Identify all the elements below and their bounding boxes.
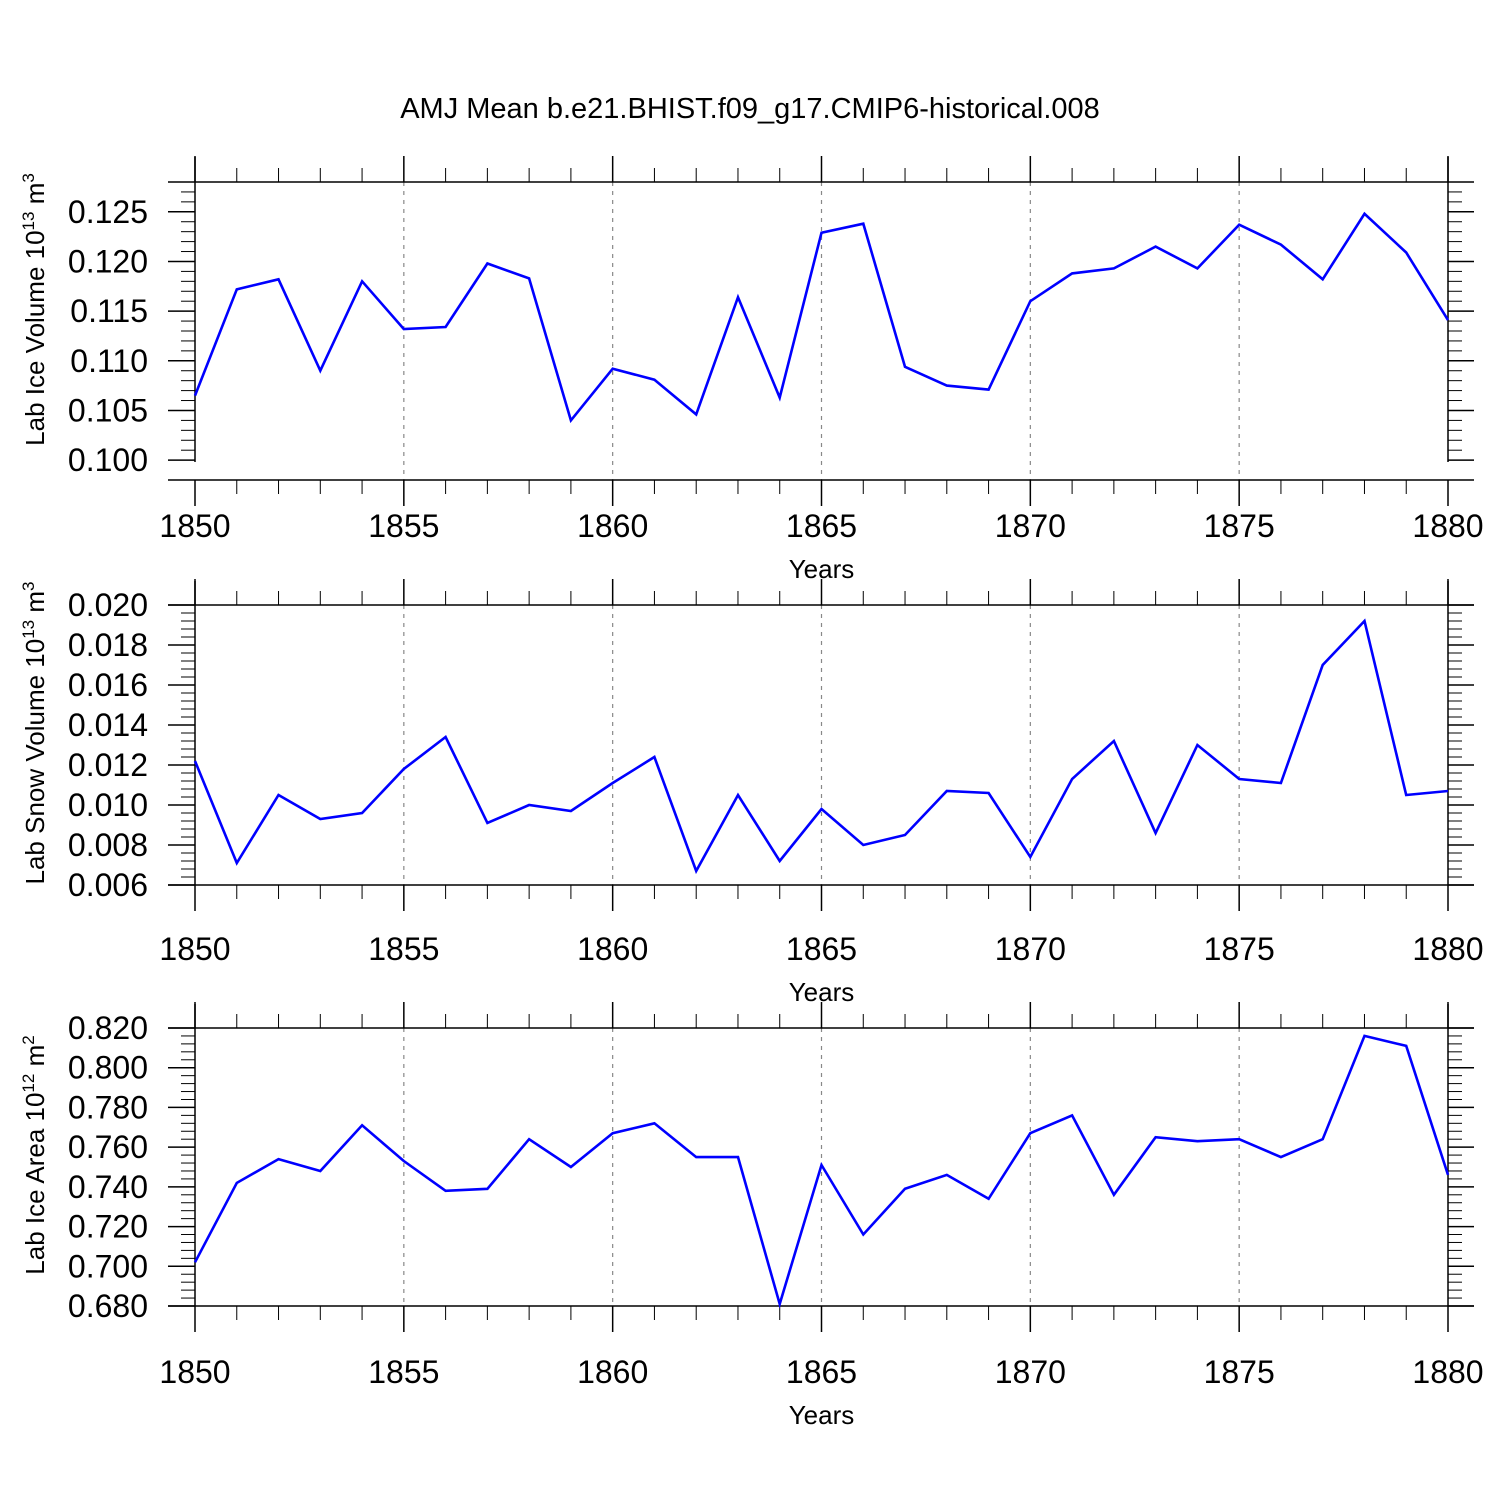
y-axis-label-unit-exponent: 3 bbox=[19, 173, 38, 182]
y-axis-label-main: Lab Ice Volume 10 bbox=[20, 230, 50, 445]
x-tick-label: 1875 bbox=[1204, 508, 1275, 544]
y-tick-label: 0.700 bbox=[68, 1248, 148, 1284]
chart-panel-2: 0.006 0.008 0.010 0.012 0.014 0.016 0.018 0.020… bbox=[19, 579, 1484, 1007]
x-tick-label: 1860 bbox=[577, 1354, 648, 1390]
series-line bbox=[193, 1034, 1450, 1309]
x-tick-label: 1865 bbox=[786, 931, 857, 967]
y-axis-label-main: Lab Snow Volume 10 bbox=[20, 639, 50, 885]
y-tick-label: 0.105 bbox=[68, 392, 148, 428]
y-axis-label-exponent: 13 bbox=[19, 620, 38, 639]
x-tick-label: 1870 bbox=[995, 1354, 1066, 1390]
y-tick-label: 0.100 bbox=[68, 442, 148, 478]
x-tick-label: 1870 bbox=[995, 508, 1066, 544]
y-tick-label: 0.680 bbox=[68, 1288, 148, 1324]
x-tick-label: 1850 bbox=[159, 508, 230, 544]
y-tick-label: 0.800 bbox=[68, 1050, 148, 1086]
y-tick-label: 0.018 bbox=[68, 627, 148, 663]
x-tick-label: 1875 bbox=[1204, 931, 1275, 967]
chart-panel-1: 0.100 0.105 0.110 0.115 0.120 0.125 1850 1855 18… bbox=[19, 156, 1484, 584]
y-tick-label: 0.110 bbox=[70, 343, 148, 379]
figure-title: AMJ Mean b.e21.BHIST.f09_g17.CMIP6-histo… bbox=[400, 93, 1100, 125]
x-tick-label: 1880 bbox=[1412, 931, 1483, 967]
x-tick-label: 1855 bbox=[368, 931, 439, 967]
y-axis-label-exponent: 13 bbox=[19, 212, 38, 231]
x-tick-label: 1870 bbox=[995, 931, 1066, 967]
x-tick-label: 1855 bbox=[368, 1354, 439, 1390]
x-tick-label: 1855 bbox=[368, 508, 439, 544]
y-axis-label: Lab Ice Volume 1013 m3 bbox=[19, 173, 50, 446]
y-tick-label: 0.820 bbox=[68, 1010, 148, 1046]
series-line bbox=[193, 618, 1449, 875]
y-axis-label-unit-exponent: 3 bbox=[19, 581, 38, 590]
series-line bbox=[193, 211, 1450, 424]
y-tick-label: 0.760 bbox=[68, 1129, 148, 1165]
x-tick-label: 1865 bbox=[786, 1354, 857, 1390]
y-tick-label: 0.006 bbox=[68, 867, 148, 903]
y-tick-label: 0.012 bbox=[68, 747, 148, 783]
y-axis-label-unit: m bbox=[20, 1045, 50, 1074]
x-tick-label: 1850 bbox=[159, 931, 230, 967]
y-tick-label: 0.740 bbox=[68, 1169, 148, 1205]
panels: 0.100 0.105 0.110 0.115 0.120 0.125 1850 1855 18… bbox=[19, 156, 1484, 1430]
x-tick-label: 1880 bbox=[1412, 1354, 1483, 1390]
x-tick-label: 1880 bbox=[1412, 508, 1483, 544]
x-axis-label: Years bbox=[789, 1400, 855, 1430]
y-tick-label: 0.020 bbox=[68, 587, 148, 623]
x-tick-label: 1865 bbox=[786, 508, 857, 544]
y-axis-label-unit: m bbox=[20, 591, 50, 620]
x-tick-label: 1860 bbox=[577, 931, 648, 967]
y-tick-label: 0.008 bbox=[68, 827, 148, 863]
y-axis-label: Lab Snow Volume 1013 m3 bbox=[19, 581, 50, 884]
y-tick-label: 0.125 bbox=[68, 194, 148, 230]
y-axis-label-main: Lab Ice Area 10 bbox=[20, 1093, 50, 1275]
y-tick-label: 0.120 bbox=[68, 243, 148, 279]
x-tick-label: 1860 bbox=[577, 508, 648, 544]
y-tick-label: 0.780 bbox=[68, 1089, 148, 1125]
y-tick-label: 0.014 bbox=[68, 707, 148, 743]
y-tick-label: 0.720 bbox=[68, 1209, 148, 1245]
y-axis-label-exponent: 12 bbox=[19, 1074, 38, 1093]
y-axis-label: Lab Ice Area 1012 m2 bbox=[19, 1035, 50, 1274]
y-tick-label: 0.010 bbox=[68, 787, 148, 823]
x-tick-label: 1850 bbox=[159, 1354, 230, 1390]
y-tick-label: 0.016 bbox=[68, 667, 148, 703]
y-axis-label-unit-exponent: 2 bbox=[19, 1035, 38, 1044]
x-tick-label: 1875 bbox=[1204, 1354, 1275, 1390]
y-axis-label-unit: m bbox=[20, 183, 50, 212]
y-tick-label: 0.115 bbox=[70, 293, 148, 329]
